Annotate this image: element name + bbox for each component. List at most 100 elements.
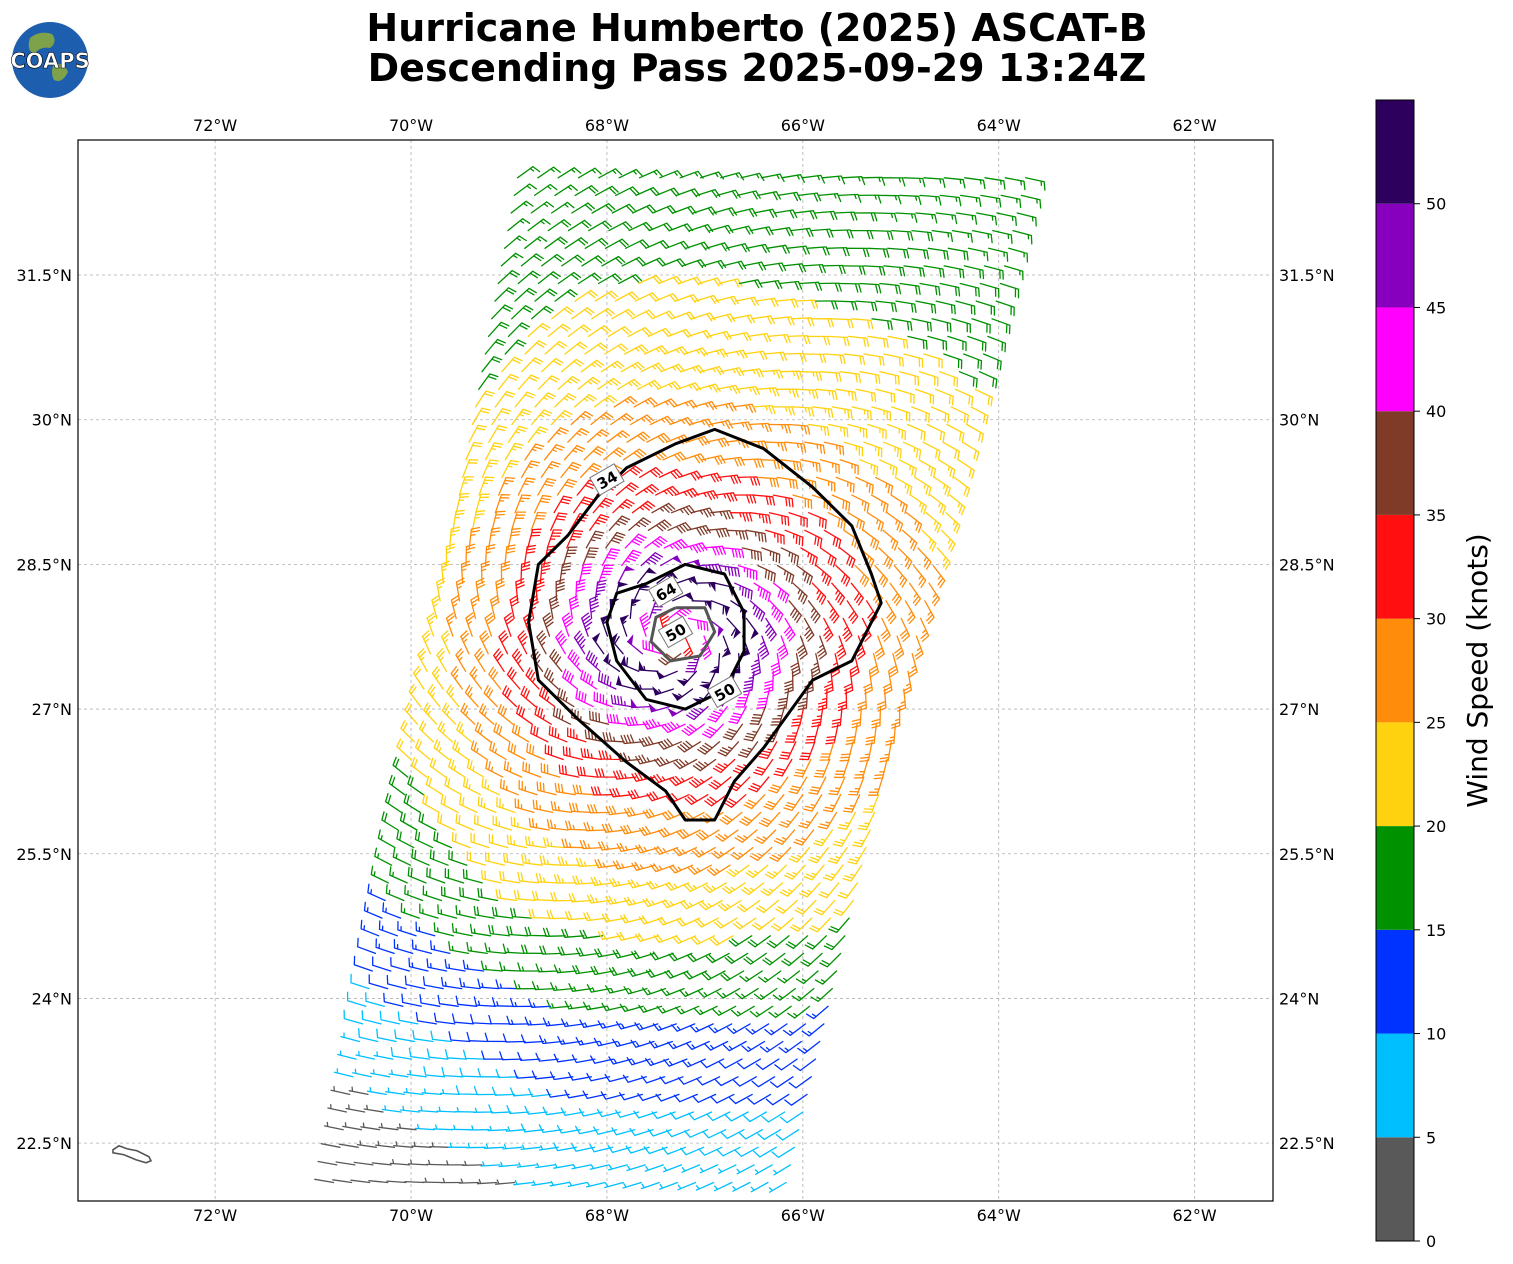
wind-barb [474,648,486,672]
wind-barb [340,1032,361,1043]
wind-barb [661,810,686,821]
wind-barb [863,265,886,276]
wind-barb [626,431,651,443]
wind-barb [837,882,859,899]
wind-barb [417,648,428,672]
wind-barb [440,794,459,814]
wind-barb [773,829,796,845]
wind-barb [664,346,689,356]
wind-barb [583,822,607,832]
wind-barb [814,210,838,221]
wind-barb [421,1088,442,1096]
wind-barb [506,666,521,690]
wind-barb [667,522,692,534]
wind-barb [713,1181,733,1192]
wind-barb [561,668,579,690]
wind-barb [646,880,671,890]
wind-barb [478,703,495,725]
wind-barb [436,1106,457,1113]
wind-barb [533,494,552,514]
wind-barb [658,468,683,479]
wind-barb [644,345,669,355]
wind-barb [567,727,587,743]
logo-text: COAPS [10,49,89,73]
wind-barb [509,1087,534,1097]
wind-barb [784,864,806,880]
wind-barb [607,326,632,338]
wind-barb [734,296,759,306]
wind-barb [497,703,514,725]
wind-barb [678,276,703,286]
wind-barb [560,1018,585,1028]
wind-barb [520,253,544,267]
wind-barb [842,794,861,813]
wind-barb [480,560,491,584]
wind-barb [733,494,757,504]
wind-barb [681,1058,706,1068]
wind-barb [484,338,506,355]
wind-barb [673,758,698,770]
wind-barb [950,406,969,425]
wind-barb [350,973,370,990]
wind-barb [343,1009,364,1025]
wind-barb [513,1179,534,1186]
wind-barb [798,811,819,829]
wind-barb [640,1181,661,1190]
wind-barb [459,795,478,814]
wind-barb [429,1142,450,1148]
wind-barb [335,1161,356,1166]
wind-barb [980,194,1002,208]
wind-barb [955,212,978,225]
wind-barb [623,807,648,817]
wind-barb [766,244,790,254]
wind-barb [874,564,889,588]
wind-barb [863,670,873,695]
wind-barb [511,648,524,672]
wind-barb [527,528,542,549]
wind-barb [722,260,747,270]
wind-barb [808,846,829,864]
wind-barb [431,594,441,620]
wind-barb [571,202,595,214]
wind-barb [535,1052,559,1062]
wind-barb [687,329,712,340]
wind-barb [724,952,749,964]
wind-barb [861,617,872,642]
wind-barb [810,987,833,1002]
wind-barb [568,983,593,992]
wind-barb-flag [717,626,724,638]
wind-barb [656,1005,681,1014]
wind-barb [827,846,848,864]
wind-barb [880,617,891,642]
wind-barb [481,777,501,796]
wind-barb [842,176,866,186]
wind-barb [788,1076,812,1089]
wind-barb [938,459,956,479]
wind-barb [671,1023,696,1032]
wind-barb [426,1048,449,1060]
wind-barb [659,1076,684,1085]
x-tick-label-top: 64°W [977,116,1021,135]
wind-barb [477,978,500,990]
wind-barb [953,476,971,498]
wind-barb [806,246,830,256]
wind-barb [342,1122,363,1131]
wind-barb [668,606,692,620]
wind-barb [964,177,986,190]
wind-barb [879,371,900,385]
wind-barb [762,262,787,272]
wind-barb [563,444,586,461]
wind-barb [411,1141,432,1148]
wind-barb [598,750,622,761]
wind-barb [651,502,676,514]
wind-barb [502,943,526,955]
wind-barb [506,834,528,849]
wind-barb [740,368,764,378]
wind-barb [764,1023,788,1036]
wind-barb [753,494,776,506]
wind-barb [481,356,503,373]
wind-barb [732,1181,751,1192]
wind-barb [831,494,851,512]
wind-barb [871,406,892,422]
wind-barb [466,758,485,778]
